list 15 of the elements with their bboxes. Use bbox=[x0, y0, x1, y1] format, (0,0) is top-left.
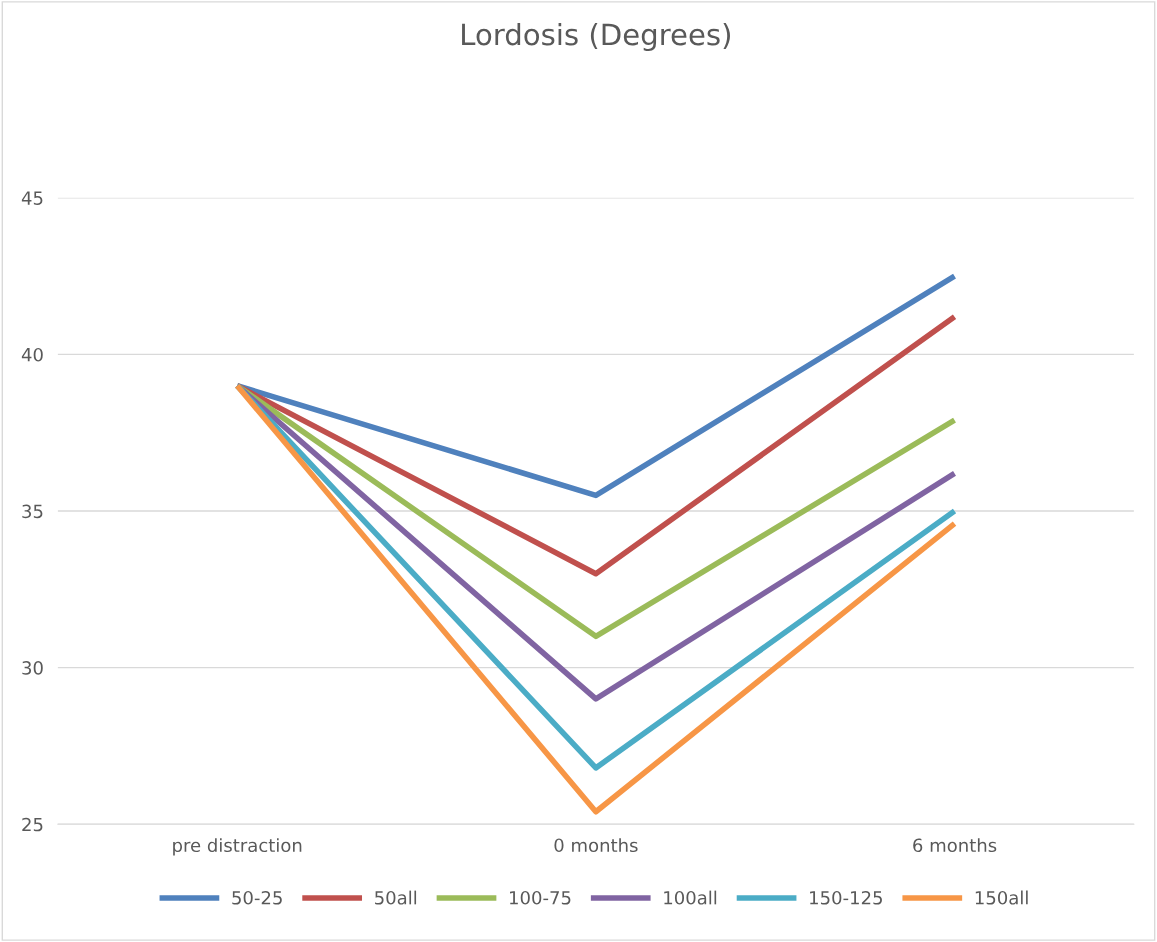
legend-label: 150-125 bbox=[810, 890, 882, 905]
legend-label: 100-75 bbox=[510, 890, 571, 905]
y-tick-label: 25 bbox=[22, 817, 43, 832]
y-tick-label: 30 bbox=[22, 661, 43, 675]
x-tick-label: 0 months bbox=[554, 838, 638, 853]
legend-label: 100all bbox=[664, 890, 717, 905]
chart-title: Lordosis (Degrees) bbox=[462, 22, 730, 52]
y-tick-label: 40 bbox=[21, 347, 43, 362]
y-tick-label: 35 bbox=[22, 504, 43, 519]
legend-label: 50all bbox=[375, 890, 417, 905]
x-tick-label: 6 months bbox=[913, 838, 997, 853]
legend-label: 150all bbox=[975, 890, 1028, 905]
x-tick-label: pre distraction bbox=[173, 838, 302, 856]
y-tick-label: 45 bbox=[21, 191, 43, 205]
legend-label: 50-25 bbox=[232, 890, 282, 905]
